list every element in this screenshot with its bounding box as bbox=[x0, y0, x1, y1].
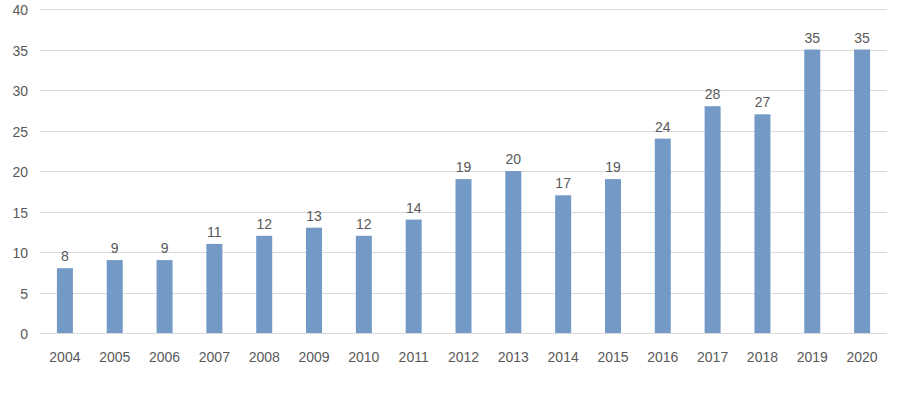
x-tick-label: 2018 bbox=[747, 349, 778, 365]
x-tick-label: 2007 bbox=[199, 349, 230, 365]
data-label: 12 bbox=[256, 216, 272, 232]
x-tick-label: 2015 bbox=[597, 349, 628, 365]
y-tick-label: 40 bbox=[12, 2, 28, 18]
bar bbox=[456, 179, 472, 333]
data-label: 8 bbox=[61, 248, 69, 264]
data-label: 11 bbox=[207, 224, 222, 240]
y-tick-label: 25 bbox=[12, 124, 28, 140]
bar bbox=[555, 195, 571, 333]
bar bbox=[256, 236, 272, 333]
data-label: 19 bbox=[605, 159, 621, 175]
bar bbox=[705, 106, 721, 333]
x-axis-line bbox=[40, 333, 887, 334]
x-tick-label: 2013 bbox=[498, 349, 529, 365]
x-tick-label: 2011 bbox=[399, 349, 429, 365]
x-tick-label: 2019 bbox=[797, 349, 828, 365]
x-tick-label: 2017 bbox=[697, 349, 728, 365]
data-label: 35 bbox=[804, 30, 820, 46]
x-tick-label: 2016 bbox=[647, 349, 678, 365]
bar bbox=[206, 244, 222, 333]
data-label: 19 bbox=[456, 159, 472, 175]
grid-line bbox=[40, 90, 887, 91]
x-tick-label: 2004 bbox=[49, 349, 80, 365]
bar bbox=[157, 260, 173, 333]
grid-line bbox=[40, 9, 887, 10]
y-tick-label: 5 bbox=[20, 286, 28, 302]
grid-line bbox=[40, 333, 887, 334]
x-tick-label: 2012 bbox=[448, 349, 479, 365]
bar bbox=[406, 220, 422, 333]
y-tick-label: 20 bbox=[12, 164, 28, 180]
x-tick-label: 2009 bbox=[298, 349, 329, 365]
data-label: 14 bbox=[406, 200, 422, 216]
data-label: 20 bbox=[506, 151, 522, 167]
chart: 0510152025303540899111213121419201719242… bbox=[0, 0, 899, 394]
data-label: 9 bbox=[111, 240, 119, 256]
bar bbox=[57, 268, 73, 333]
bar bbox=[505, 171, 521, 333]
bar bbox=[804, 50, 820, 334]
y-tick-label: 30 bbox=[12, 83, 28, 99]
data-label: 9 bbox=[161, 240, 169, 256]
x-tick-label: 2006 bbox=[149, 349, 180, 365]
y-tick-label: 35 bbox=[12, 43, 28, 59]
bars bbox=[57, 50, 870, 334]
bar bbox=[754, 114, 770, 333]
bar bbox=[356, 236, 372, 333]
bar bbox=[306, 228, 322, 333]
y-tick-label: 15 bbox=[12, 205, 28, 221]
bar bbox=[854, 50, 870, 334]
x-tick-label: 2005 bbox=[99, 349, 130, 365]
data-label: 13 bbox=[306, 208, 322, 224]
bar bbox=[655, 139, 671, 333]
x-tick-label: 2020 bbox=[847, 349, 878, 365]
grid bbox=[40, 10, 887, 334]
grid-line bbox=[40, 50, 887, 51]
data-label: 35 bbox=[854, 30, 870, 46]
x-tick-label: 2008 bbox=[249, 349, 280, 365]
y-tick-label: 10 bbox=[12, 245, 28, 261]
x-tick-label: 2014 bbox=[548, 349, 579, 365]
data-label: 27 bbox=[755, 94, 771, 110]
x-tick-label: 2010 bbox=[348, 349, 379, 365]
bar bbox=[107, 260, 123, 333]
data-label: 17 bbox=[555, 175, 571, 191]
bar bbox=[605, 179, 621, 333]
y-tick-label: 0 bbox=[20, 326, 28, 342]
data-label: 24 bbox=[655, 119, 671, 135]
data-label: 28 bbox=[705, 86, 721, 102]
data-label: 12 bbox=[356, 216, 372, 232]
